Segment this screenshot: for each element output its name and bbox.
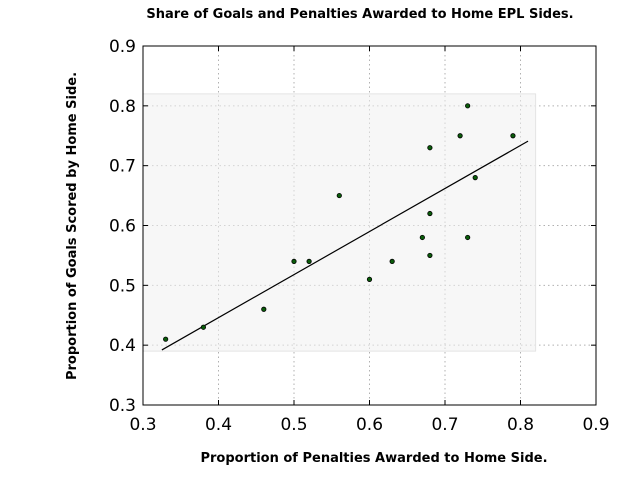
y-tick-label: 0.9 [109, 37, 136, 57]
y-tick-label: 0.4 [109, 336, 136, 356]
data-point [163, 336, 169, 342]
data-point [306, 258, 312, 264]
x-tick-labels: 0.3 0.4 0.5 0.6 0.7 0.8 0.9 [129, 415, 609, 435]
data-point [465, 234, 471, 241]
data-point [389, 258, 395, 264]
data-point [427, 252, 433, 259]
x-axis-label: Proportion of Penalties Awarded to Home … [200, 451, 547, 466]
data-point [457, 133, 463, 139]
x-tick-label: 0.9 [582, 415, 609, 435]
data-points [163, 103, 516, 342]
y-tick-label: 0.3 [109, 396, 136, 416]
x-tick-label: 0.8 [507, 415, 534, 435]
x-tick-label: 0.7 [431, 415, 458, 435]
x-tick-label: 0.5 [280, 415, 307, 435]
trend-line [161, 140, 529, 351]
chart-title: Share of Goals and Penalties Awarded to … [146, 7, 573, 22]
data-point [336, 192, 342, 199]
data-point [510, 133, 516, 139]
data-point [291, 258, 297, 264]
y-tick-label: 0.8 [109, 97, 136, 117]
y-tick-labels: 0.3 0.4 0.5 0.6 0.7 0.8 0.9 [109, 37, 136, 416]
data-point [427, 210, 433, 217]
y-axis-label: Proportion of Goals Scored by Home Side. [65, 72, 80, 380]
y-tick-label: 0.5 [109, 276, 136, 296]
y-tick-label: 0.7 [109, 157, 136, 177]
x-tick-label: 0.4 [205, 415, 232, 435]
axis-ticks [142, 45, 597, 406]
data-point [366, 276, 373, 282]
data-point [419, 234, 425, 241]
data-point [472, 175, 478, 181]
shaded-region [142, 93, 537, 352]
data-point [427, 145, 433, 151]
data-point [200, 324, 206, 330]
y-tick-label: 0.6 [109, 217, 136, 237]
data-point [465, 103, 471, 109]
data-point [261, 306, 267, 312]
x-tick-label: 0.6 [356, 415, 383, 435]
x-tick-label: 0.3 [129, 415, 156, 435]
